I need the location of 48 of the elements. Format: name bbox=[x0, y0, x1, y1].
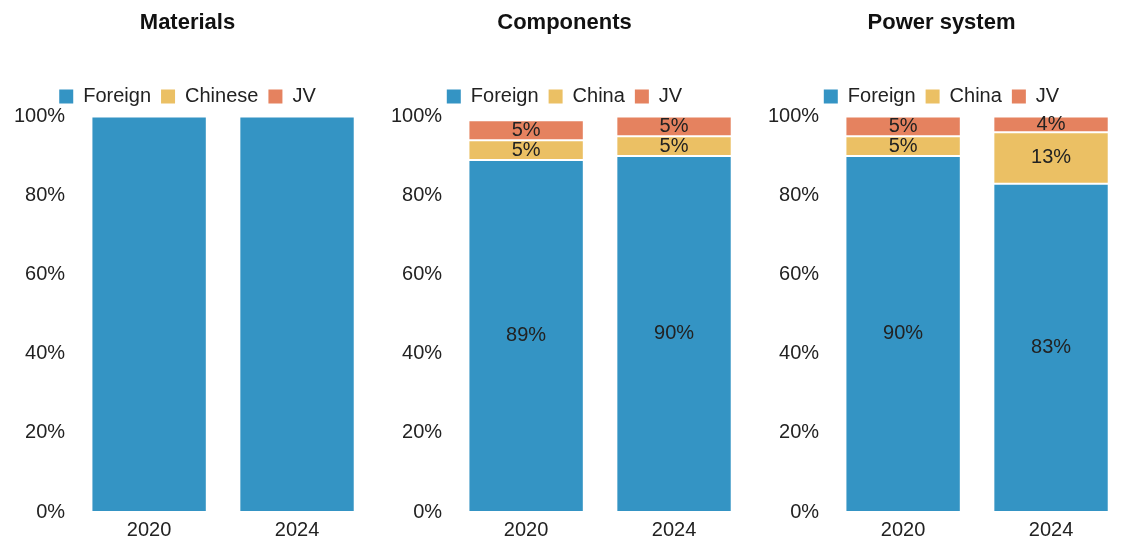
x-tick-label: 2020 bbox=[126, 517, 172, 540]
data-label: 5% bbox=[511, 117, 541, 140]
data-label: 4% bbox=[1036, 111, 1066, 134]
legend-label: China bbox=[949, 83, 1003, 106]
y-tick-label: 60% bbox=[25, 262, 66, 285]
data-label: 5% bbox=[888, 133, 918, 156]
data-label: 90% bbox=[654, 321, 695, 344]
legend-label: China bbox=[572, 83, 626, 106]
x-tick-label: 2024 bbox=[274, 517, 320, 540]
legend-label: Foreign bbox=[847, 83, 916, 106]
legend-label: Foreign bbox=[83, 83, 152, 106]
y-tick-label: 80% bbox=[402, 183, 443, 206]
data-label: 5% bbox=[888, 113, 918, 136]
data-label: 90% bbox=[883, 321, 924, 344]
y-tick-label: 20% bbox=[779, 420, 820, 443]
data-label: 5% bbox=[659, 113, 689, 136]
y-tick-label: 0% bbox=[790, 499, 820, 522]
data-label: 89% bbox=[506, 323, 547, 346]
y-tick-label: 0% bbox=[413, 499, 443, 522]
y-tick-label: 80% bbox=[25, 183, 66, 206]
y-tick-label: 40% bbox=[402, 341, 443, 364]
data-label: 83% bbox=[1031, 335, 1072, 358]
y-tick-label: 100% bbox=[768, 103, 820, 126]
chart-title: Components bbox=[497, 9, 632, 35]
x-tick-label: 2024 bbox=[1028, 517, 1074, 540]
y-tick-label: 100% bbox=[14, 103, 66, 126]
x-tick-label: 2020 bbox=[880, 517, 926, 540]
data-label: 5% bbox=[511, 137, 541, 160]
legend-label: JV bbox=[1035, 83, 1060, 106]
y-tick-label: 60% bbox=[779, 262, 820, 285]
y-tick-label: 100% bbox=[391, 103, 443, 126]
legend-label: JV bbox=[292, 83, 317, 106]
y-tick-label: 80% bbox=[779, 183, 820, 206]
legend-label: Chinese bbox=[185, 83, 259, 106]
y-tick-label: 0% bbox=[36, 499, 66, 522]
y-tick-label: 40% bbox=[779, 341, 820, 364]
legend-label: JV bbox=[658, 83, 683, 106]
chart-title: Power system bbox=[867, 9, 1016, 35]
x-tick-label: 2020 bbox=[503, 517, 549, 540]
data-label: 13% bbox=[1031, 145, 1072, 168]
chart-title: Materials bbox=[139, 9, 236, 35]
y-tick-label: 60% bbox=[402, 262, 443, 285]
y-tick-label: 20% bbox=[402, 420, 443, 443]
y-tick-label: 20% bbox=[25, 420, 66, 443]
legend-label: Foreign bbox=[470, 83, 539, 106]
y-tick-label: 40% bbox=[25, 341, 66, 364]
data-label: 5% bbox=[659, 133, 689, 156]
x-tick-label: 2024 bbox=[651, 517, 697, 540]
